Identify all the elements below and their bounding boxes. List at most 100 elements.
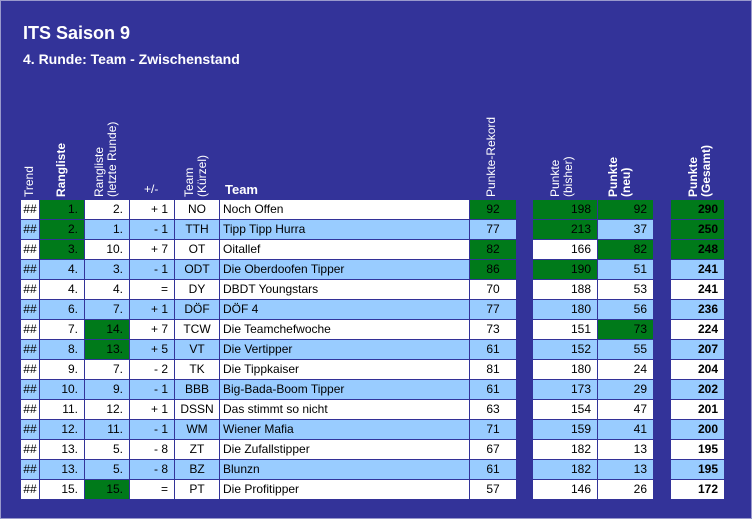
- cell-trend: ##: [21, 360, 39, 379]
- cell-team-short: PT: [175, 480, 219, 499]
- cell-punkte-bisher: 180: [533, 300, 597, 319]
- cell-prev-rank: 7.: [85, 300, 129, 319]
- cell-diff: - 8: [130, 460, 174, 479]
- cell-punkte-gesamt: 236: [671, 300, 724, 319]
- cell-punkte-bisher: 198: [533, 200, 597, 219]
- cell-trend: ##: [21, 240, 39, 259]
- cell-rank: 2.: [40, 220, 84, 239]
- cell-punkte-bisher: 152: [533, 340, 597, 359]
- cell-punkte-bisher: 173: [533, 380, 597, 399]
- header-punkte-bisher: Punkte (bisher): [548, 156, 575, 197]
- cell-trend: ##: [21, 460, 39, 479]
- cell-diff: + 5: [130, 340, 174, 359]
- cell-punkte-bisher: 166: [533, 240, 597, 259]
- cell-punkte-bisher: 154: [533, 400, 597, 419]
- cell-diff: - 2: [130, 360, 174, 379]
- cell-diff: - 1: [130, 420, 174, 439]
- cell-punkte-neu: 29: [598, 380, 653, 399]
- cell-rank: 1.: [40, 200, 84, 219]
- cell-rank: 15.: [40, 480, 84, 499]
- cell-trend: ##: [21, 200, 39, 219]
- cell-rank: 7.: [40, 320, 84, 339]
- cell-team-short: WM: [175, 420, 219, 439]
- cell-rank: 12.: [40, 420, 84, 439]
- cell-prev-rank: 5.: [85, 440, 129, 459]
- cell-rank: 8.: [40, 340, 84, 359]
- cell-punkte-gesamt: 248: [671, 240, 724, 259]
- cell-punkte-bisher: 182: [533, 440, 597, 459]
- cell-trend: ##: [21, 400, 39, 419]
- header-team: Team: [225, 182, 258, 197]
- cell-punkte-neu: 92: [598, 200, 653, 219]
- cell-diff: + 1: [130, 300, 174, 319]
- cell-team-short: TTH: [175, 220, 219, 239]
- cell-prev-rank: 15.: [85, 480, 129, 499]
- cell-punkte-gesamt: 207: [671, 340, 724, 359]
- cell-team-short: TCW: [175, 320, 219, 339]
- cell-diff: - 8: [130, 440, 174, 459]
- cell-punkte-neu: 51: [598, 260, 653, 279]
- cell-punkte-rekord: 82: [470, 240, 516, 259]
- cell-team-short: BZ: [175, 460, 219, 479]
- cell-team-short: TK: [175, 360, 219, 379]
- cell-rank: 11.: [40, 400, 84, 419]
- cell-team-name: Das stimmt so nicht: [220, 400, 469, 419]
- cell-punkte-rekord: 81: [470, 360, 516, 379]
- header-rangliste-letzte: Rangliste (letzte Runde): [92, 121, 119, 197]
- cell-team-name: DÖF 4: [220, 300, 469, 319]
- cell-punkte-bisher: 213: [533, 220, 597, 239]
- cell-team-name: Big-Bada-Boom Tipper: [220, 380, 469, 399]
- cell-punkte-bisher: 188: [533, 280, 597, 299]
- header-punkte-gesamt: Punkte (Gesamt): [686, 144, 713, 197]
- cell-punkte-rekord: 73: [470, 320, 516, 339]
- cell-punkte-bisher: 146: [533, 480, 597, 499]
- cell-punkte-gesamt: 172: [671, 480, 724, 499]
- cell-rank: 4.: [40, 260, 84, 279]
- cell-punkte-rekord: 71: [470, 420, 516, 439]
- cell-punkte-bisher: 180: [533, 360, 597, 379]
- cell-team-name: Die Teamchefwoche: [220, 320, 469, 339]
- cell-prev-rank: 11.: [85, 420, 129, 439]
- cell-team-name: Die Oberdoofen Tipper: [220, 260, 469, 279]
- cell-rank: 6.: [40, 300, 84, 319]
- cell-team-short: BBB: [175, 380, 219, 399]
- cell-team-name: Die Zufallstipper: [220, 440, 469, 459]
- cell-punkte-neu: 56: [598, 300, 653, 319]
- cell-diff: + 1: [130, 400, 174, 419]
- cell-punkte-neu: 82: [598, 240, 653, 259]
- cell-punkte-rekord: 57: [470, 480, 516, 499]
- header-punkte-neu: Punkte (neu): [606, 156, 633, 197]
- cell-punkte-gesamt: 200: [671, 420, 724, 439]
- cell-punkte-rekord: 70: [470, 280, 516, 299]
- page-title: ITS Saison 9: [23, 23, 131, 43]
- cell-team-name: Tipp Tipp Hurra: [220, 220, 469, 239]
- cell-rank: 4.: [40, 280, 84, 299]
- cell-punkte-rekord: 63: [470, 400, 516, 419]
- cell-rank: 10.: [40, 380, 84, 399]
- cell-team-name: Wiener Mafia: [220, 420, 469, 439]
- cell-punkte-gesamt: 195: [671, 440, 724, 459]
- cell-rank: 9.: [40, 360, 84, 379]
- cell-diff: + 7: [130, 320, 174, 339]
- cell-punkte-gesamt: 204: [671, 360, 724, 379]
- cell-punkte-rekord: 92: [470, 200, 516, 219]
- cell-team-name: Die Tippkaiser: [220, 360, 469, 379]
- cell-punkte-neu: 13: [598, 440, 653, 459]
- cell-trend: ##: [21, 480, 39, 499]
- cell-diff: - 1: [130, 260, 174, 279]
- cell-punkte-neu: 41: [598, 420, 653, 439]
- cell-prev-rank: 7.: [85, 360, 129, 379]
- cell-trend: ##: [21, 320, 39, 339]
- cell-team-short: ODT: [175, 260, 219, 279]
- cell-team-name: Die Profitipper: [220, 480, 469, 499]
- cell-punkte-bisher: 151: [533, 320, 597, 339]
- cell-punkte-neu: 24: [598, 360, 653, 379]
- cell-punkte-bisher: 159: [533, 420, 597, 439]
- cell-punkte-neu: 73: [598, 320, 653, 339]
- header-team-kuerzel: Team (Kürzel): [182, 154, 209, 197]
- cell-prev-rank: 10.: [85, 240, 129, 259]
- cell-trend: ##: [21, 280, 39, 299]
- cell-punkte-rekord: 67: [470, 440, 516, 459]
- cell-punkte-gesamt: 241: [671, 280, 724, 299]
